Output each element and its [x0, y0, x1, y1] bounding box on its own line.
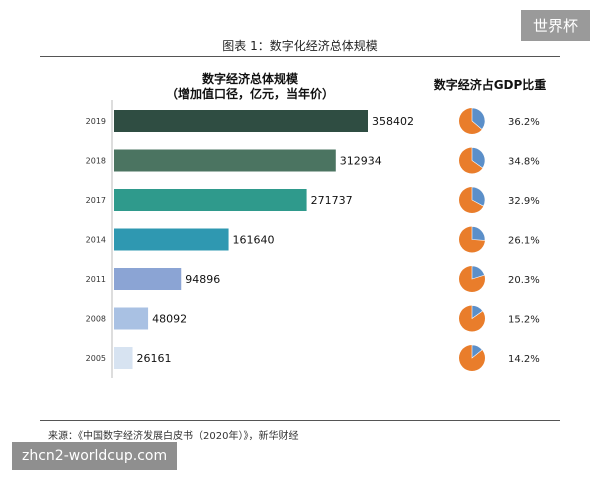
bar-2017 [114, 189, 307, 211]
bar-2014 [114, 228, 229, 251]
bar-2011 [114, 268, 182, 290]
year-tick-label: 2005 [86, 354, 106, 363]
pie-slice-2008 [471, 305, 484, 320]
bar-value-label: 48092 [152, 313, 187, 326]
bar-value-label: 26161 [137, 352, 172, 365]
pie-slice-2017 [471, 186, 486, 207]
year-tick-label: 2008 [86, 315, 106, 324]
year-tick-label: 2019 [86, 117, 106, 126]
bar-value-label: 312934 [340, 155, 382, 168]
figure-title: 图表 1：数字化经济总体规模 [222, 39, 378, 53]
pie-percent-label: 14.2% [508, 354, 540, 365]
bar-2018 [114, 149, 336, 172]
bar-2019 [114, 110, 368, 132]
pie-slice-2019 [471, 107, 486, 130]
bar-2008 [114, 307, 149, 330]
year-tick-label: 2011 [86, 275, 106, 284]
pie-percent-label: 26.1% [508, 236, 540, 247]
top-divider [40, 56, 560, 57]
pie-percent-label: 15.2% [508, 315, 540, 326]
pie-percent-label: 34.8% [508, 157, 540, 168]
pie-slice-2005 [471, 344, 483, 359]
bar-value-label: 271737 [311, 194, 353, 207]
source-note: 来源：《中国数字经济发展白皮书（2020年）》，新华财经 [48, 431, 299, 442]
bar-2005 [114, 347, 133, 369]
bar-value-label: 94896 [185, 273, 220, 286]
bar-chart-title-line: 数字经济总体规模 [201, 72, 298, 86]
year-tick-label: 2018 [86, 157, 106, 166]
watermark-logo-top: 世界杯 [520, 10, 590, 41]
bar-chart-title: 数字经济总体规模 （增加值口径，亿元，当年价） [150, 72, 350, 102]
pie-slice-2014 [471, 226, 486, 241]
pie-slice-2018 [471, 147, 486, 169]
pie-column-title: 数字经济占GDP比重 [433, 78, 547, 92]
pie-slice-2011 [471, 265, 485, 280]
bar-chart-subtitle: （增加值口径，亿元，当年价） [165, 87, 334, 101]
pie-percent-label: 32.9% [508, 196, 540, 207]
bottom-divider [40, 420, 560, 421]
year-tick-label: 2017 [86, 196, 106, 205]
bar-value-label: 161640 [233, 234, 275, 247]
year-tick-label: 2014 [86, 236, 106, 245]
bar-value-label: 358402 [372, 115, 414, 128]
pie-percent-label: 20.3% [508, 275, 540, 286]
pie-percent-label: 36.2% [508, 117, 540, 128]
watermark-url: zhcn2-worldcup.com [12, 442, 178, 470]
